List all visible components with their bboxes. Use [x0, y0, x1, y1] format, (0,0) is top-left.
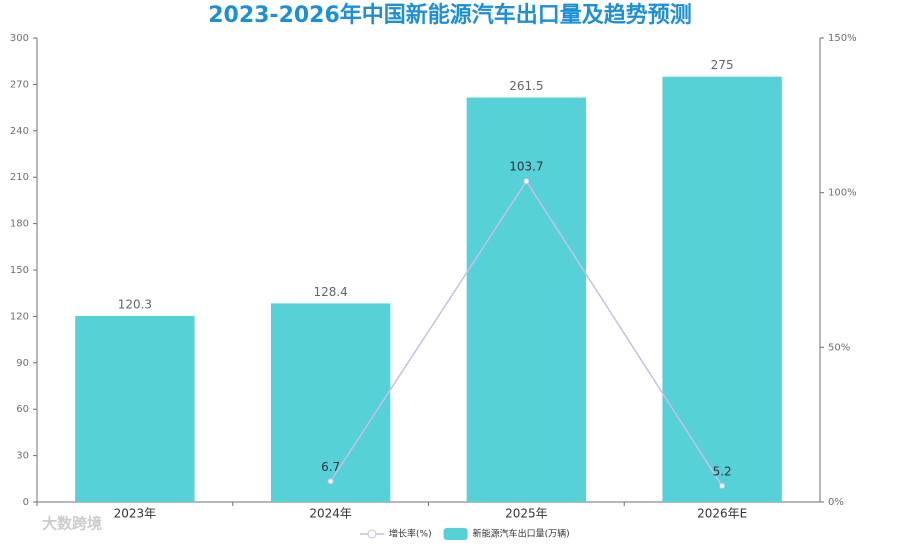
x-tick-label: 2023年	[114, 507, 157, 521]
bar-value-label: 120.3	[118, 297, 152, 311]
y2-tick-label: 150%	[828, 33, 857, 44]
y-tick-label: 180	[10, 219, 29, 230]
y-tick-label: 60	[16, 404, 29, 415]
bar-value-label: 275	[711, 58, 734, 72]
line-point	[523, 178, 530, 185]
y-tick-label: 30	[16, 451, 29, 462]
x-tick-label: 2025年	[505, 507, 548, 521]
y-tick-label: 300	[10, 33, 29, 44]
y-tick-label: 150	[10, 265, 29, 276]
line-point	[327, 478, 334, 485]
x-tick-label: 2026年E	[697, 507, 747, 521]
y-tick-label: 0	[23, 497, 29, 508]
y-tick-label: 240	[10, 126, 29, 137]
line-value-label: 103.7	[509, 160, 543, 174]
legend-label: 新能源汽车出口量(万辆)	[473, 528, 570, 540]
y-tick-label: 270	[10, 79, 29, 90]
y-tick-label: 120	[10, 311, 29, 322]
line-value-label: 5.2	[713, 464, 732, 478]
chart-title: 2023-2026年中国新能源汽车出口量及趋势预测	[208, 2, 692, 28]
bar	[662, 76, 782, 503]
y2-tick-label: 100%	[828, 188, 857, 199]
legend-marker	[367, 529, 377, 539]
bar-value-label: 128.4	[313, 285, 347, 299]
y-tick-label: 210	[10, 172, 29, 183]
bar-value-label: 261.5	[509, 79, 543, 93]
y2-tick-label: 50%	[828, 342, 850, 353]
legend-marker	[443, 528, 468, 540]
legend-label: 增长率(%)	[389, 528, 432, 540]
y2-tick-label: 0%	[828, 497, 844, 508]
watermark: 大数跨境	[42, 515, 102, 533]
x-tick-label: 2024年	[309, 507, 352, 521]
line-value-label: 6.7	[321, 460, 340, 474]
line-point	[719, 482, 726, 489]
y-tick-label: 90	[16, 358, 29, 369]
bar	[75, 315, 195, 502]
bar	[270, 303, 391, 502]
bar	[466, 97, 587, 503]
